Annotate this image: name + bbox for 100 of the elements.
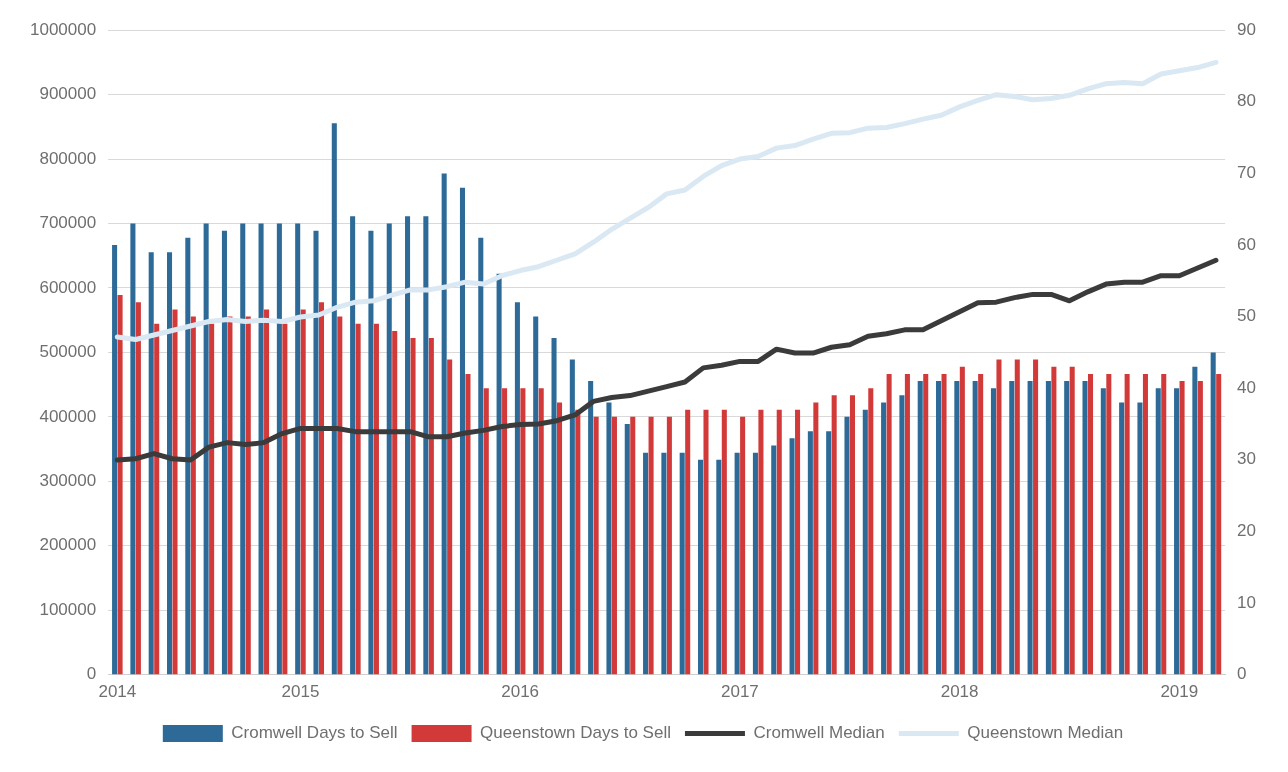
bar (941, 373, 947, 675)
bar (954, 381, 960, 675)
bar (117, 295, 123, 675)
y2-tick-label: 60 (1237, 234, 1257, 254)
bar (1045, 381, 1051, 675)
bar (1124, 373, 1130, 675)
bar (1142, 373, 1148, 675)
legend-label: Cromwell Median (753, 723, 885, 743)
bar (789, 438, 795, 675)
bar (423, 216, 429, 675)
bar (917, 381, 923, 675)
bar (685, 409, 691, 675)
bar (209, 323, 215, 675)
bar (355, 323, 361, 675)
bar (441, 173, 447, 675)
bar (1161, 373, 1167, 675)
bar (172, 309, 178, 675)
y-tick-label: 400000 (39, 406, 97, 426)
x-tick-label: 2015 (281, 682, 320, 702)
bar (221, 230, 227, 675)
bar (703, 409, 709, 675)
bar (624, 424, 630, 675)
bar (795, 409, 801, 675)
bar (203, 223, 209, 675)
bar (1137, 402, 1143, 675)
bar (734, 452, 740, 675)
bar (533, 316, 539, 675)
bar (496, 273, 502, 675)
bar (630, 416, 636, 675)
bar (1174, 388, 1180, 675)
bar (368, 230, 374, 675)
legend-label: Cromwell Days to Sell (231, 723, 398, 743)
bar (606, 402, 612, 675)
bar (1100, 388, 1106, 675)
bar (478, 237, 484, 675)
x-tick-label: 2017 (720, 682, 759, 702)
bar (300, 309, 306, 675)
bar (337, 316, 343, 675)
bar (240, 223, 246, 675)
bar (1179, 381, 1185, 675)
bar (166, 252, 173, 675)
bar (483, 388, 489, 675)
bar (264, 309, 270, 675)
y2-tick-label: 40 (1237, 377, 1257, 397)
bar (1051, 366, 1057, 675)
bar (373, 323, 379, 675)
bar (862, 409, 868, 675)
x-tick-label: 2018 (940, 682, 979, 702)
x-tick-label: 2019 (1160, 682, 1199, 702)
bar (813, 402, 819, 675)
bar (112, 245, 118, 675)
bar (758, 409, 764, 675)
bar (569, 359, 575, 675)
bar (990, 388, 996, 675)
bar (771, 445, 777, 675)
y-tick-label: 0 (86, 664, 97, 684)
bar (551, 338, 557, 675)
bar (886, 373, 892, 675)
y-tick-label: 300000 (39, 470, 97, 490)
bar (135, 302, 141, 675)
bar (313, 230, 319, 675)
bar (514, 302, 520, 675)
bar (740, 416, 746, 675)
x-tick-label: 2016 (501, 682, 540, 702)
bar (465, 373, 471, 675)
bar (318, 302, 325, 675)
bar (972, 381, 978, 675)
y-tick-label: 900000 (39, 84, 97, 104)
bar (1119, 402, 1125, 675)
bar (904, 373, 910, 675)
bar (868, 388, 874, 675)
y2-tick-label: 30 (1237, 449, 1257, 469)
bar (276, 223, 282, 675)
y-tick-label: 500000 (39, 342, 97, 362)
bar (331, 123, 337, 675)
y-tick-label: 100000 (39, 599, 97, 619)
bar (661, 452, 667, 675)
legend-label: Queenstown Median (967, 723, 1124, 743)
bar (1033, 359, 1039, 675)
bar (1197, 381, 1203, 675)
bar (392, 330, 398, 675)
y-tick-label: 800000 (39, 148, 97, 168)
legend-label: Queenstown Days to Sell (480, 723, 671, 743)
bar (1014, 359, 1020, 675)
bar (611, 416, 617, 675)
bar (697, 459, 704, 675)
bar (520, 388, 526, 675)
bar (716, 459, 722, 675)
bar (881, 402, 887, 675)
bar (721, 409, 727, 675)
bar (405, 216, 411, 675)
bar (752, 452, 758, 675)
bar (1192, 366, 1198, 675)
bar (190, 316, 196, 675)
bar (185, 237, 191, 675)
y2-tick-label: 80 (1237, 91, 1257, 111)
bar (593, 416, 599, 675)
bar (643, 452, 649, 675)
bar (295, 223, 301, 675)
bar (1082, 381, 1088, 675)
